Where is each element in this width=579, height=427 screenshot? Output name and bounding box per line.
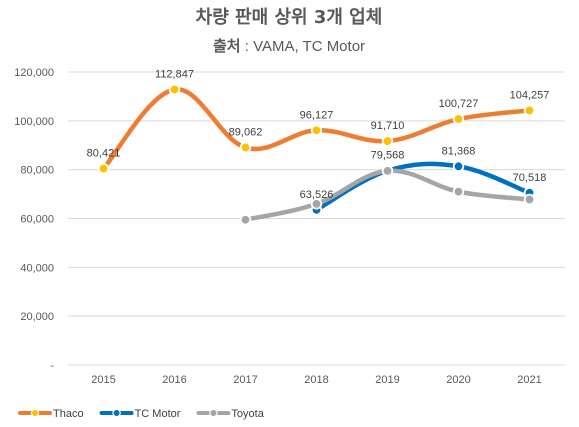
data-label-thaco: 104,257 [510, 89, 550, 101]
legend-label: Toyota [231, 408, 264, 420]
data-label-thaco: 112,847 [155, 68, 194, 80]
data-point-thaco [170, 85, 180, 95]
data-point-tc-motor [454, 162, 464, 172]
y-tick-label: 60,000 [20, 214, 54, 226]
y-tick-label: 20,000 [20, 311, 54, 323]
data-label-thaco: 80,421 [87, 148, 121, 160]
chart-subtitle: 출처 : VAMA, TC Motor [213, 37, 365, 55]
x-tick-label: 2017 [233, 374, 257, 386]
data-label-thaco: 100,727 [439, 98, 479, 110]
data-label-thaco: 91,710 [371, 120, 405, 132]
data-point-toyota [383, 166, 393, 176]
y-tick-label: 120,000 [14, 67, 54, 79]
legend-item-thaco: Thaco [20, 408, 84, 420]
data-label-tc-motor: 79,568 [371, 150, 405, 162]
x-tick-label: 2019 [375, 374, 399, 386]
data-label-thaco: 96,127 [300, 109, 334, 121]
data-point-thaco [383, 136, 393, 146]
data-point-toyota [241, 215, 251, 225]
legend-swatch-marker [113, 409, 120, 416]
legend-swatch-marker [31, 409, 38, 416]
data-label-tc-motor: 81,368 [442, 145, 476, 157]
x-tick-label: 2020 [446, 374, 470, 386]
legend-swatch-marker [210, 409, 217, 416]
data-label-thaco: 89,062 [229, 127, 263, 139]
data-point-thaco [454, 114, 464, 124]
subtitle-label: 출처 [213, 37, 241, 55]
y-axis: - 20,000 40,000 60,000 80,000 100,000 120,000 [14, 67, 54, 372]
data-point-toyota [454, 187, 464, 197]
x-tick-label: 2015 [91, 374, 115, 386]
data-point-toyota [525, 195, 535, 205]
series-line-toyota [246, 171, 530, 220]
y-tick-label: 80,000 [20, 165, 54, 177]
data-label-tc-motor: 63,526 [300, 189, 334, 201]
x-axis: 2015 2016 2017 2018 2019 2020 2021 [91, 374, 541, 386]
data-point-thaco [241, 143, 251, 153]
x-tick-label: 2021 [517, 374, 541, 386]
x-tick-label: 2018 [304, 374, 328, 386]
data-point-thaco [99, 164, 109, 174]
y-tick-label: - [50, 360, 54, 372]
legend-label: Thaco [53, 408, 84, 420]
x-tick-label: 2016 [162, 374, 186, 386]
data-label-tc-motor: 70,518 [513, 172, 547, 184]
legend: Thaco TC Motor Toyota [20, 408, 265, 420]
legend-item-tc-motor: TC Motor [102, 408, 181, 420]
chart-title: 차량 판매 상위 3개 업체 [196, 7, 383, 28]
data-point-thaco [312, 125, 322, 135]
y-tick-label: 100,000 [14, 116, 54, 128]
legend-label: TC Motor [135, 408, 181, 420]
legend-item-toyota: Toyota [198, 408, 264, 420]
subtitle-source: : VAMA, TC Motor [241, 38, 365, 55]
data-point-thaco [525, 106, 535, 116]
y-tick-label: 40,000 [20, 262, 54, 274]
